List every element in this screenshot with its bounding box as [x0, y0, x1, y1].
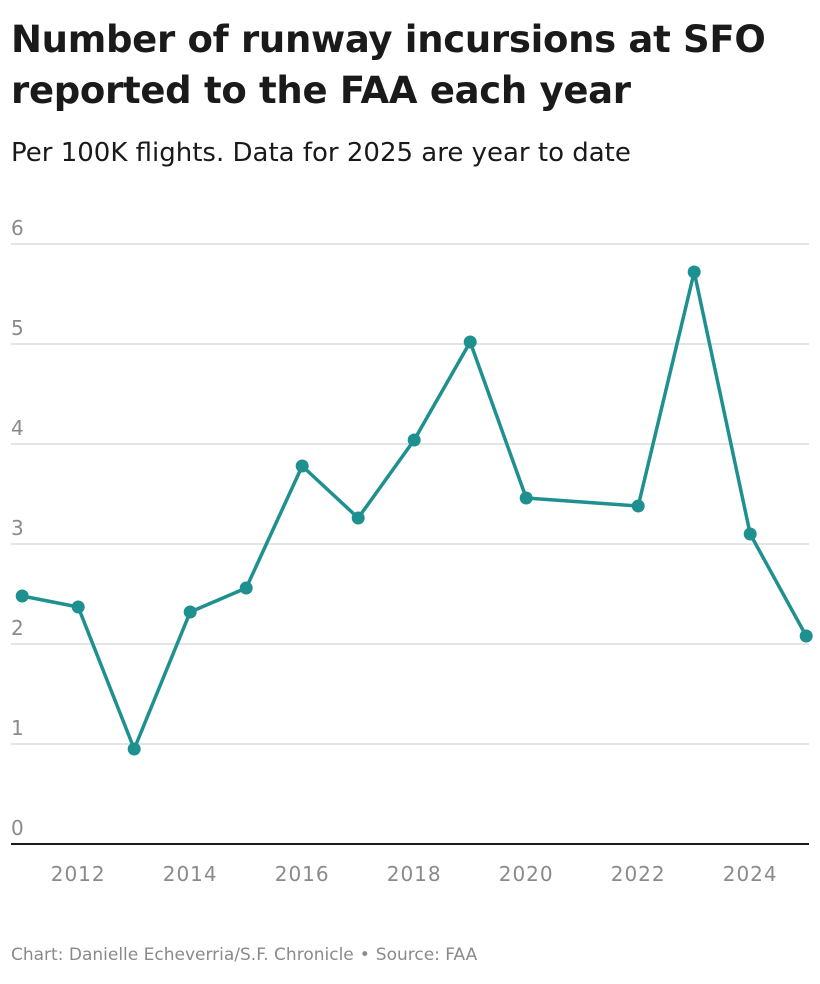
footer-separator: •: [359, 945, 370, 965]
data-point-2024: [743, 527, 757, 541]
series-line: [20, 270, 808, 751]
data-point-2014: [183, 605, 197, 619]
data-point-2012: [71, 600, 85, 614]
y-tick-label: 4: [11, 416, 24, 440]
y-tick-label: 1: [11, 716, 24, 740]
chart-source: Source: FAA: [375, 945, 478, 965]
x-tick-label: 2018: [387, 862, 442, 886]
data-point-2025: [799, 629, 813, 643]
data-point-2013: [127, 742, 141, 756]
y-axis-ticks: 0 1 2 3 4 5 6: [11, 216, 24, 840]
data-point-2023: [687, 265, 701, 279]
series-layer: [15, 265, 813, 756]
y-tick-label: 3: [11, 516, 24, 540]
data-point-2015: [239, 581, 253, 595]
chart-title: Number of runway incursions at SFO repor…: [11, 18, 766, 112]
chart-subtitle: Per 100K flights. Data for 2025 are year…: [11, 138, 631, 168]
x-tick-label: 2024: [723, 862, 778, 886]
data-point-2019: [463, 335, 477, 349]
data-point-2020: [519, 491, 533, 505]
data-point-2011: [15, 589, 29, 603]
x-axis-ticks: 2012 2014 2016 2018 2020 2022 2024: [51, 862, 778, 886]
chart-footer: Chart: Danielle Echeverria/S.F. Chronicl…: [11, 945, 477, 965]
y-tick-label: 6: [11, 216, 24, 240]
data-point-2017: [351, 511, 365, 525]
data-point-2022: [631, 499, 645, 513]
data-point-2018: [407, 433, 421, 447]
x-tick-label: 2012: [51, 862, 106, 886]
x-tick-label: 2014: [163, 862, 218, 886]
line-chart: 0 1 2 3 4 5 6 2012 2014 2016 2018 2020 2022 2024: [11, 216, 813, 886]
x-tick-label: 2020: [499, 862, 554, 886]
gridlines: [11, 243, 809, 745]
data-point-2016: [295, 459, 309, 473]
y-tick-label: 2: [11, 616, 24, 640]
y-tick-label: 0: [11, 816, 24, 840]
x-tick-label: 2016: [275, 862, 330, 886]
chart-credit: Chart: Danielle Echeverria/S.F. Chronicl…: [11, 945, 354, 965]
x-tick-label: 2022: [611, 862, 666, 886]
y-tick-label: 5: [11, 316, 24, 340]
